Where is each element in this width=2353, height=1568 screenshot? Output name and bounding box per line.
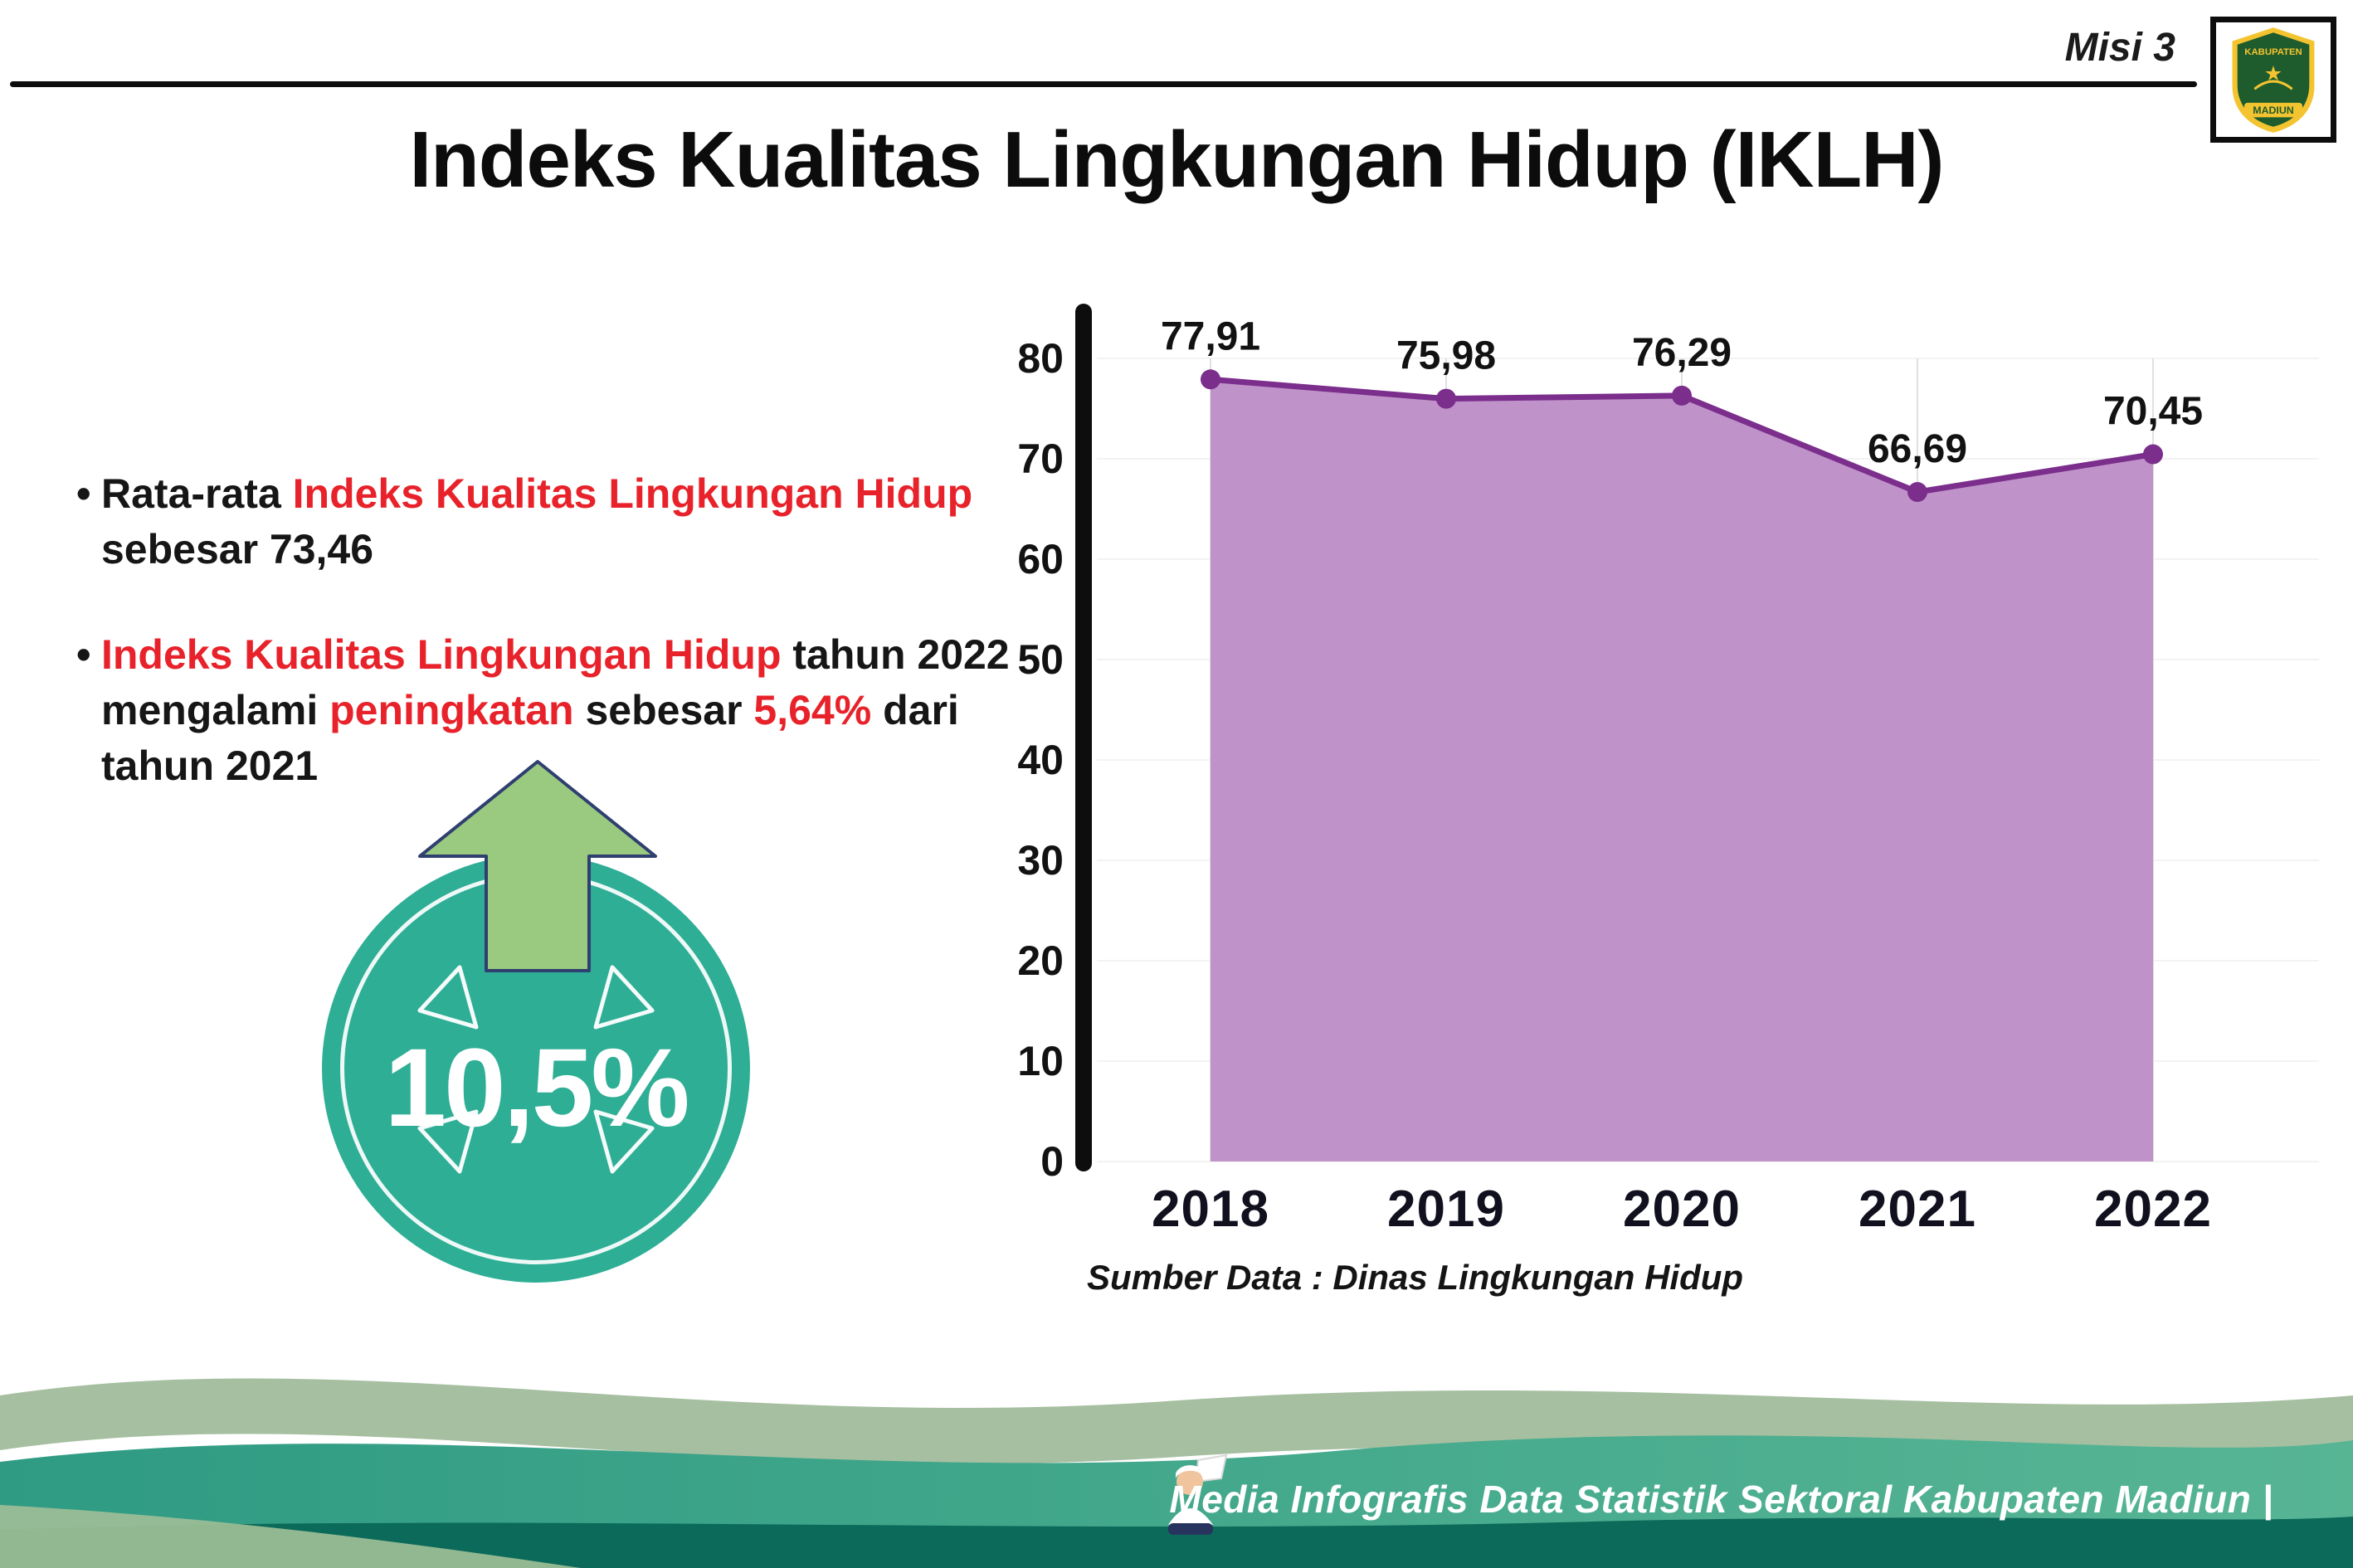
svg-text:75,98: 75,98 bbox=[1396, 334, 1496, 378]
page-title: Indeks Kualitas Lingkungan Hidup (IKLH) bbox=[409, 115, 1944, 204]
logo-bottom-text: MADIUN bbox=[2253, 105, 2294, 116]
iklh-area-chart: 77,91 75,98 76,29 66,69 70,45 0 10 20 30 40 50 60 70… bbox=[1017, 304, 2319, 1238]
logo-top-text: KABUPATEN bbox=[2244, 47, 2302, 57]
svg-text:70,45: 70,45 bbox=[2103, 390, 2203, 434]
svg-text:40: 40 bbox=[1017, 737, 1064, 783]
shield-logo-icon: KABUPATEN ★ MADIUN bbox=[2232, 27, 2315, 133]
bullet1-text-black: Rata-rata bbox=[101, 470, 293, 517]
bullet1-text-red: Indeks Kualitas Lingkungan Hidup bbox=[292, 470, 973, 517]
bullet-marker: • bbox=[76, 631, 91, 678]
header-divider bbox=[10, 81, 2197, 87]
bullet-average-iklh: • Rata-rata Indeks Kualitas Lingkungan H… bbox=[76, 466, 1155, 577]
svg-text:2022: 2022 bbox=[2094, 1181, 2212, 1238]
svg-text:30: 30 bbox=[1017, 837, 1064, 884]
svg-text:80: 80 bbox=[1017, 335, 1064, 382]
footer-waves bbox=[0, 1378, 2353, 1568]
svg-text:0: 0 bbox=[1040, 1138, 1064, 1185]
svg-text:66,69: 66,69 bbox=[1868, 427, 1967, 471]
mascot-icon bbox=[1168, 1454, 1228, 1535]
kabupaten-madiun-logo: KABUPATEN ★ MADIUN bbox=[2210, 17, 2336, 143]
svg-text:2021: 2021 bbox=[1859, 1181, 1976, 1238]
misi-label: Misi 3 bbox=[2064, 26, 2175, 70]
svg-text:2018: 2018 bbox=[1152, 1181, 1269, 1238]
bullet2-text-black1: tahun 2022 bbox=[781, 631, 1010, 678]
bullet2-text-black5: tahun 2021 bbox=[101, 743, 319, 789]
svg-text:2019: 2019 bbox=[1387, 1181, 1505, 1238]
bullet2-text-red2: peningkatan bbox=[329, 687, 574, 733]
star-icon: ★ bbox=[2264, 63, 2282, 85]
increase-badge: 10,5% bbox=[322, 855, 750, 1283]
bullet-marker: • bbox=[76, 470, 91, 517]
svg-text:77,91: 77,91 bbox=[1161, 314, 1260, 358]
data-source-note: Sumber Data : Dinas Lingkungan Hidup bbox=[1087, 1258, 1744, 1297]
svg-text:10: 10 bbox=[1017, 1038, 1064, 1084]
badge-percentage: 10,5% bbox=[384, 1025, 690, 1150]
svg-text:2020: 2020 bbox=[1623, 1181, 1741, 1238]
svg-text:76,29: 76,29 bbox=[1632, 331, 1732, 375]
bullet2-text-black2: mengalami bbox=[101, 687, 330, 733]
up-arrow-icon bbox=[418, 760, 657, 972]
badge-triangle-decorations bbox=[417, 965, 655, 1174]
bullet2-text-red3: 5,64% bbox=[753, 687, 872, 733]
svg-text:70: 70 bbox=[1017, 436, 1064, 482]
svg-text:50: 50 bbox=[1017, 636, 1064, 683]
bullet1-text-black2: sebesar 73,46 bbox=[101, 526, 374, 572]
svg-text:60: 60 bbox=[1017, 536, 1064, 582]
bullet2-text-black3: sebesar bbox=[573, 687, 754, 733]
svg-text:20: 20 bbox=[1017, 937, 1064, 984]
bullet2-text-red1: Indeks Kualitas Lingkungan Hidup bbox=[101, 631, 782, 678]
footer-caption: Media Infografis Data Statistik Sektoral… bbox=[1169, 1478, 2273, 1521]
bullet-increase-2022: • Indeks Kualitas Lingkungan Hidup tahun… bbox=[76, 627, 1155, 794]
summary-bullets: • Rata-rata Indeks Kualitas Lingkungan H… bbox=[76, 466, 1155, 844]
bullet2-text-black4: dari bbox=[871, 687, 959, 733]
rice-garland-icon bbox=[2253, 80, 2293, 90]
